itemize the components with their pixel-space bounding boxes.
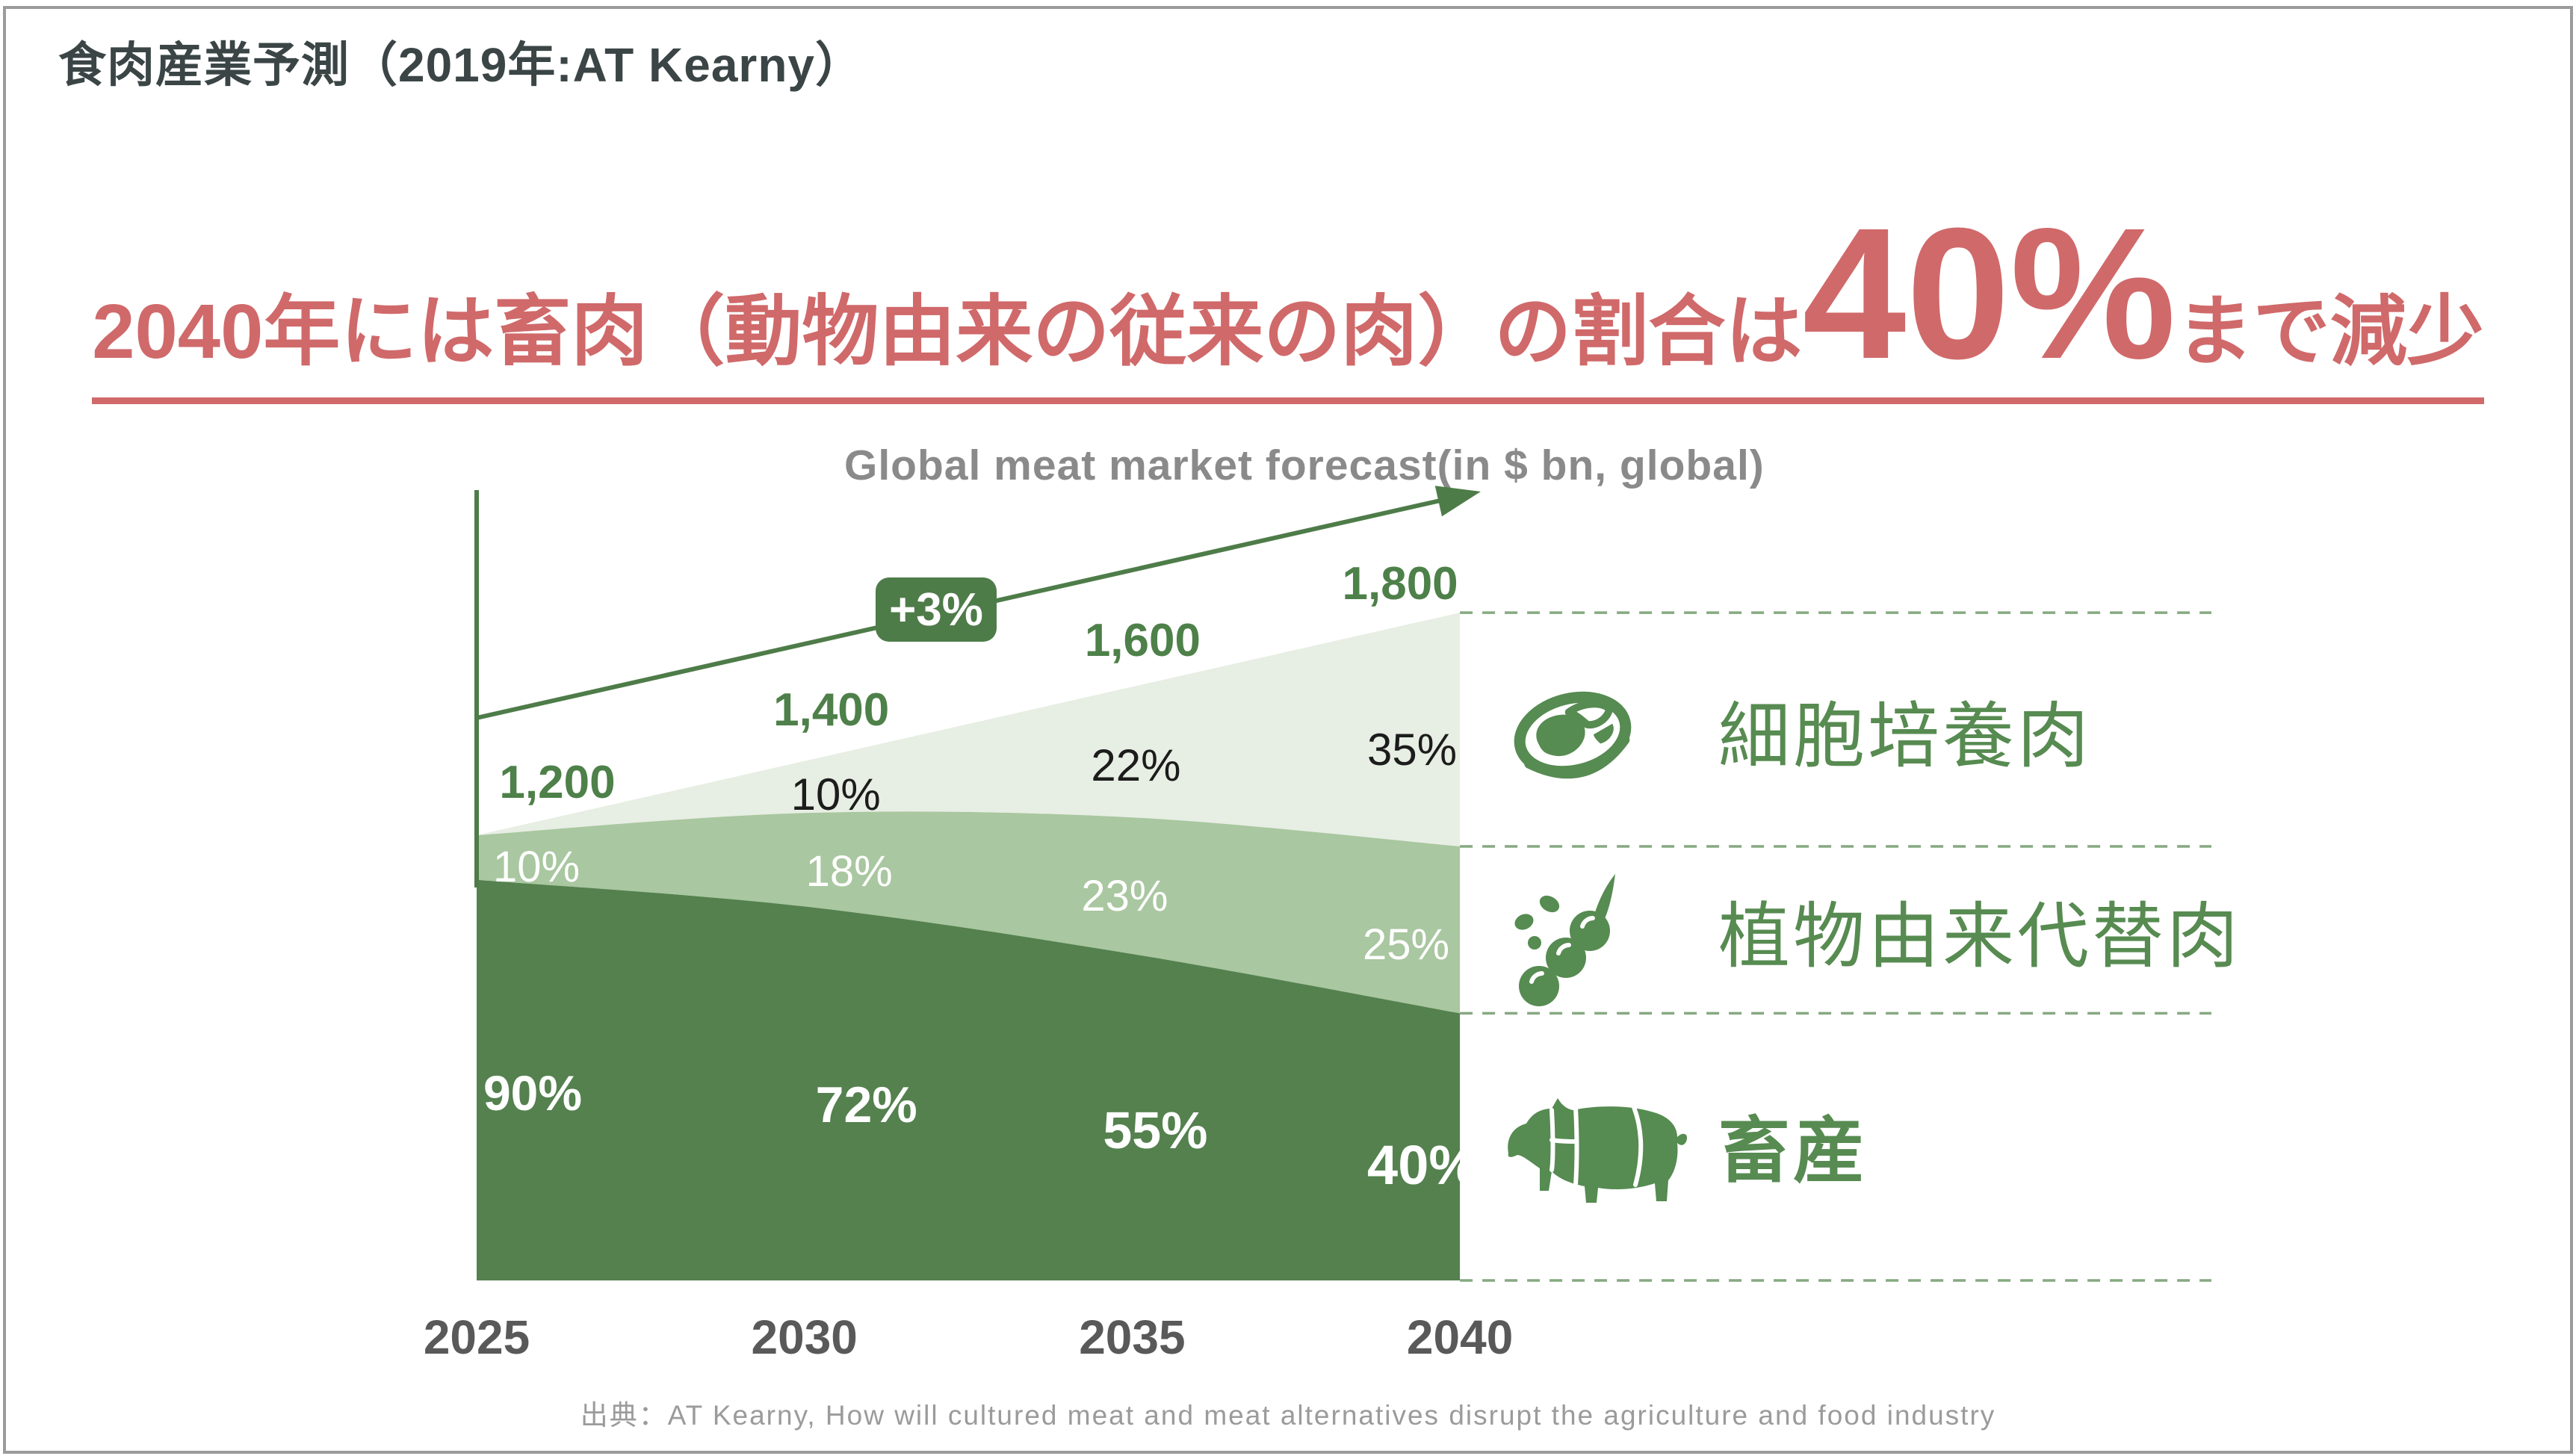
headline: 2040年には畜肉（動物由来の従来の肉）の割合は 40% まで減少 (0, 200, 2576, 404)
legend-label-plant-based-meat: 植物由来代替肉 (1718, 896, 2241, 977)
trend-arrow-head (1434, 486, 1481, 517)
steak-icon (1514, 691, 1632, 779)
source-citation: 出典：AT Kearny, How will cultured meat and… (580, 1400, 1996, 1431)
chart-title: Global meat market forecast(in $ bn, glo… (844, 442, 1765, 489)
legend-label-cultured-meat: 細胞培養肉 (1718, 696, 2092, 777)
slide-border (3, 6, 2573, 1454)
headline-underlined: 2040年には畜肉（動物由来の従来の肉）の割合は 40% まで減少 (92, 200, 2484, 404)
page-title: 食肉産業予測（2019年:AT Kearny） (58, 38, 864, 92)
growth-rate-text: +3% (889, 583, 983, 636)
headline-prefix: 2040年には畜肉（動物由来の従来の肉）の割合は (92, 288, 1803, 374)
headline-highlight-40pct: 40% (1802, 189, 2176, 397)
chart-areas (474, 486, 2211, 1282)
growth-rate-badge: +3% (876, 577, 997, 642)
legend-label-livestock: 畜産 (1718, 1111, 1868, 1192)
area-cultured-meat (477, 613, 1461, 846)
area-livestock (477, 879, 1461, 1280)
soybean-icon (1514, 874, 1615, 1006)
area-plant-based-meat (477, 811, 1461, 1014)
pig-icon (1508, 1098, 1688, 1203)
headline-suffix: まで減少 (2176, 288, 2484, 374)
